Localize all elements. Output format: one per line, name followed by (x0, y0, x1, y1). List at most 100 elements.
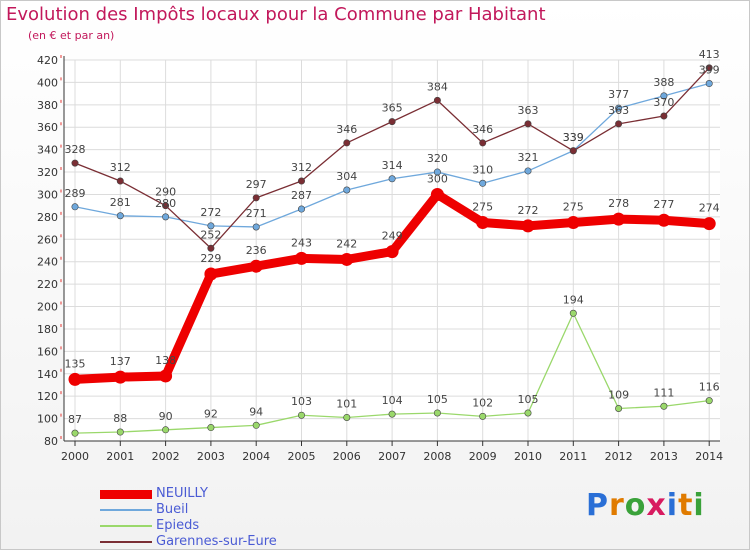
data-point (388, 118, 396, 126)
data-point (705, 80, 713, 88)
x-tick-label: 2004 (242, 450, 270, 463)
data-label: 300 (427, 172, 448, 185)
data-point (71, 429, 79, 437)
data-point (162, 213, 170, 221)
data-point (430, 187, 444, 201)
data-point (660, 402, 668, 410)
data-label: 310 (472, 163, 493, 176)
data-label: 328 (65, 143, 86, 156)
data-label: 314 (382, 159, 403, 172)
data-point (252, 421, 260, 429)
data-label: 275 (472, 200, 493, 213)
legend-label: Epieds (156, 518, 200, 533)
data-label: 384 (427, 80, 448, 93)
x-tick-label: 2007 (378, 450, 406, 463)
data-point (615, 104, 623, 112)
legend-item: Epieds (100, 518, 340, 534)
data-point (116, 428, 124, 436)
data-label: 92 (204, 408, 218, 421)
logo-letter: o (624, 488, 647, 523)
data-point (433, 96, 441, 104)
data-point (524, 167, 532, 175)
data-label: 274 (699, 202, 720, 215)
legend-item: Bueil (100, 502, 340, 518)
data-point (521, 219, 535, 233)
data-point (476, 215, 490, 229)
data-label: 312 (110, 161, 131, 174)
logo-letter: x (646, 488, 667, 523)
data-label: 102 (472, 396, 493, 409)
data-label: 339 (563, 131, 584, 144)
y-tick-label: 240 (37, 256, 58, 269)
data-label: 249 (382, 230, 403, 243)
data-label: 289 (65, 187, 86, 200)
data-label: 377 (608, 88, 629, 101)
data-label: 104 (382, 394, 403, 407)
data-point (657, 213, 671, 227)
data-label: 105 (427, 393, 448, 406)
data-label: 90 (159, 410, 173, 423)
data-point (207, 244, 215, 252)
data-label: 252 (200, 228, 221, 241)
data-label: 297 (246, 178, 267, 191)
y-tick-label: 400 (37, 76, 58, 89)
data-label: 363 (608, 104, 629, 117)
data-label: 272 (518, 204, 539, 217)
data-label: 87 (68, 413, 82, 426)
data-point (615, 120, 623, 128)
data-label: 388 (653, 76, 674, 89)
data-point (388, 410, 396, 418)
proxiti-logo: Proxiti (586, 488, 705, 523)
y-tick-label: 200 (37, 301, 58, 314)
data-point (343, 186, 351, 194)
data-label: 278 (608, 197, 629, 210)
data-point (162, 202, 170, 210)
data-label: 88 (113, 412, 127, 425)
legend-item: NEUILLY (100, 486, 340, 502)
x-tick-label: 2002 (152, 450, 180, 463)
x-tick-label: 2013 (650, 450, 678, 463)
data-label: 320 (427, 152, 448, 165)
y-tick-label: 380 (37, 99, 58, 112)
data-point (68, 372, 82, 386)
data-point (479, 412, 487, 420)
data-label: 109 (608, 389, 629, 402)
data-label: 243 (291, 236, 312, 249)
x-tick-label: 2003 (197, 450, 225, 463)
y-tick-label: 120 (37, 390, 58, 403)
data-point (433, 409, 441, 417)
y-tick-label: 280 (37, 211, 58, 224)
data-point (660, 92, 668, 100)
data-point (615, 405, 623, 413)
data-label: 287 (291, 189, 312, 202)
y-tick-label: 300 (37, 188, 58, 201)
data-point (660, 112, 668, 120)
data-point (569, 309, 577, 317)
x-tick-label: 2012 (605, 450, 633, 463)
data-label: 116 (699, 381, 720, 394)
x-tick-label: 2006 (333, 450, 361, 463)
data-label: 194 (563, 293, 584, 306)
data-label: 413 (699, 48, 720, 61)
x-tick-label: 2014 (695, 450, 723, 463)
data-label: 105 (518, 393, 539, 406)
data-label: 138 (155, 354, 176, 367)
x-tick-label: 2005 (288, 450, 316, 463)
data-point (113, 370, 127, 384)
data-point (705, 64, 713, 72)
x-tick-label: 2009 (469, 450, 497, 463)
x-tick-label: 2011 (559, 450, 587, 463)
legend-swatch (100, 489, 152, 499)
data-point (705, 397, 713, 405)
data-point (116, 177, 124, 185)
data-point (71, 203, 79, 211)
logo-letter: i (666, 488, 679, 523)
y-tick-label: 320 (37, 166, 58, 179)
data-point (479, 179, 487, 187)
data-point (479, 139, 487, 147)
logo-letter: i (693, 488, 705, 523)
x-tick-label: 2010 (514, 450, 542, 463)
data-label: 281 (110, 196, 131, 209)
data-point (343, 413, 351, 421)
data-point (297, 411, 305, 419)
